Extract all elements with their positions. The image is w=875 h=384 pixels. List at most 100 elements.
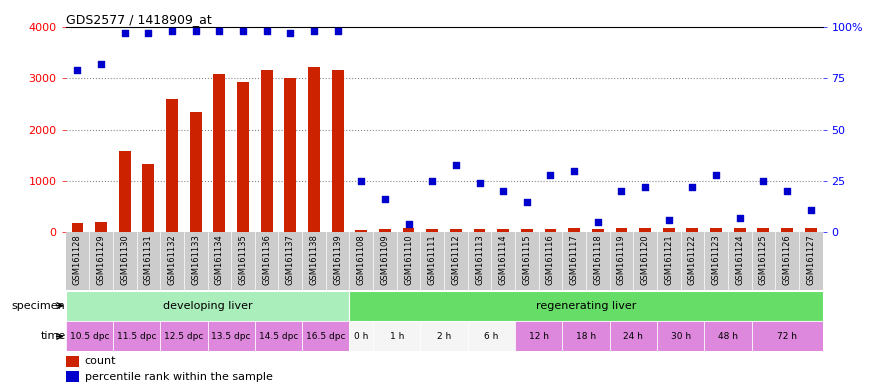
Text: 16.5 dpc: 16.5 dpc <box>306 332 346 341</box>
Bar <box>332 70 344 232</box>
Bar <box>402 228 415 232</box>
Point <box>496 188 510 194</box>
Text: GSM161125: GSM161125 <box>759 234 768 285</box>
Point <box>780 188 794 194</box>
Bar <box>687 228 698 232</box>
Text: GSM161129: GSM161129 <box>96 234 106 285</box>
Bar <box>308 67 320 232</box>
Text: 10.5 dpc: 10.5 dpc <box>69 332 109 341</box>
Point <box>354 178 368 184</box>
Bar <box>805 228 816 232</box>
Bar <box>143 164 154 232</box>
Bar <box>207 321 255 351</box>
Text: 18 h: 18 h <box>576 332 596 341</box>
Text: GSM161118: GSM161118 <box>593 234 602 285</box>
Point <box>189 28 203 34</box>
Text: 30 h: 30 h <box>670 332 690 341</box>
Text: GSM161112: GSM161112 <box>452 234 460 285</box>
Bar <box>758 228 769 232</box>
Bar <box>473 230 486 232</box>
Text: GSM161139: GSM161139 <box>333 234 342 285</box>
Text: 72 h: 72 h <box>777 332 797 341</box>
Text: GSM161135: GSM161135 <box>239 234 248 285</box>
Point <box>378 196 392 202</box>
Text: GSM161122: GSM161122 <box>688 234 696 285</box>
Bar <box>255 321 302 351</box>
Text: GSM161133: GSM161133 <box>192 234 200 285</box>
Text: 12 h: 12 h <box>528 332 549 341</box>
Text: 1 h: 1 h <box>389 332 404 341</box>
Text: GSM161128: GSM161128 <box>73 234 82 285</box>
Text: developing liver: developing liver <box>163 301 252 311</box>
Point <box>685 184 699 190</box>
Bar <box>66 356 80 367</box>
Point <box>614 188 628 194</box>
Point <box>709 172 723 178</box>
Text: GSM161117: GSM161117 <box>570 234 578 285</box>
Text: GSM161119: GSM161119 <box>617 234 626 285</box>
Bar <box>95 222 107 232</box>
Point <box>307 28 321 34</box>
Text: specimen: specimen <box>12 301 66 311</box>
Text: GSM161113: GSM161113 <box>475 234 484 285</box>
Text: 6 h: 6 h <box>484 332 499 341</box>
Text: GSM161136: GSM161136 <box>262 234 271 285</box>
Bar <box>66 371 80 382</box>
Text: GSM161123: GSM161123 <box>711 234 721 285</box>
Bar <box>663 228 675 232</box>
Point <box>638 184 652 190</box>
Point <box>94 61 108 67</box>
Point <box>213 28 227 34</box>
Bar <box>160 321 207 351</box>
Bar <box>563 321 610 351</box>
Text: GSM161124: GSM161124 <box>735 234 745 285</box>
Bar <box>592 229 604 232</box>
Point <box>165 28 179 34</box>
Text: GDS2577 / 1418909_at: GDS2577 / 1418909_at <box>66 13 212 26</box>
Text: GSM161120: GSM161120 <box>640 234 649 285</box>
Text: 0 h: 0 h <box>354 332 368 341</box>
Point <box>732 215 746 221</box>
Bar <box>515 321 563 351</box>
Bar <box>119 151 130 232</box>
Bar <box>166 99 178 232</box>
Bar <box>615 228 627 232</box>
Bar <box>420 321 468 351</box>
Point <box>756 178 770 184</box>
Point <box>402 221 416 227</box>
Point <box>331 28 345 34</box>
Text: 24 h: 24 h <box>623 332 643 341</box>
Text: GSM161115: GSM161115 <box>522 234 531 285</box>
Bar <box>610 321 657 351</box>
Text: 2 h: 2 h <box>437 332 452 341</box>
Text: GSM161108: GSM161108 <box>357 234 366 285</box>
Text: GSM161138: GSM161138 <box>310 234 318 285</box>
Text: 14.5 dpc: 14.5 dpc <box>259 332 298 341</box>
Point <box>284 30 298 36</box>
Text: GSM161109: GSM161109 <box>381 234 389 285</box>
Bar <box>214 74 225 232</box>
Text: count: count <box>85 356 116 366</box>
Text: regenerating liver: regenerating liver <box>536 301 636 311</box>
Bar <box>468 321 515 351</box>
Bar <box>349 321 373 351</box>
Point <box>543 172 557 178</box>
Text: GSM161116: GSM161116 <box>546 234 555 285</box>
Point <box>236 28 250 34</box>
Bar <box>497 229 509 232</box>
Bar <box>72 223 83 232</box>
Bar <box>190 112 201 232</box>
Point <box>803 207 817 213</box>
Point <box>425 178 439 184</box>
Point <box>118 30 132 36</box>
Text: GSM161130: GSM161130 <box>120 234 130 285</box>
Bar <box>349 291 822 321</box>
Text: GSM161127: GSM161127 <box>806 234 816 285</box>
Text: time: time <box>40 331 66 341</box>
Bar <box>704 321 752 351</box>
Bar <box>640 228 651 232</box>
Bar <box>734 228 746 232</box>
Point <box>473 180 487 186</box>
Bar <box>657 321 704 351</box>
Text: GSM161132: GSM161132 <box>167 234 177 285</box>
